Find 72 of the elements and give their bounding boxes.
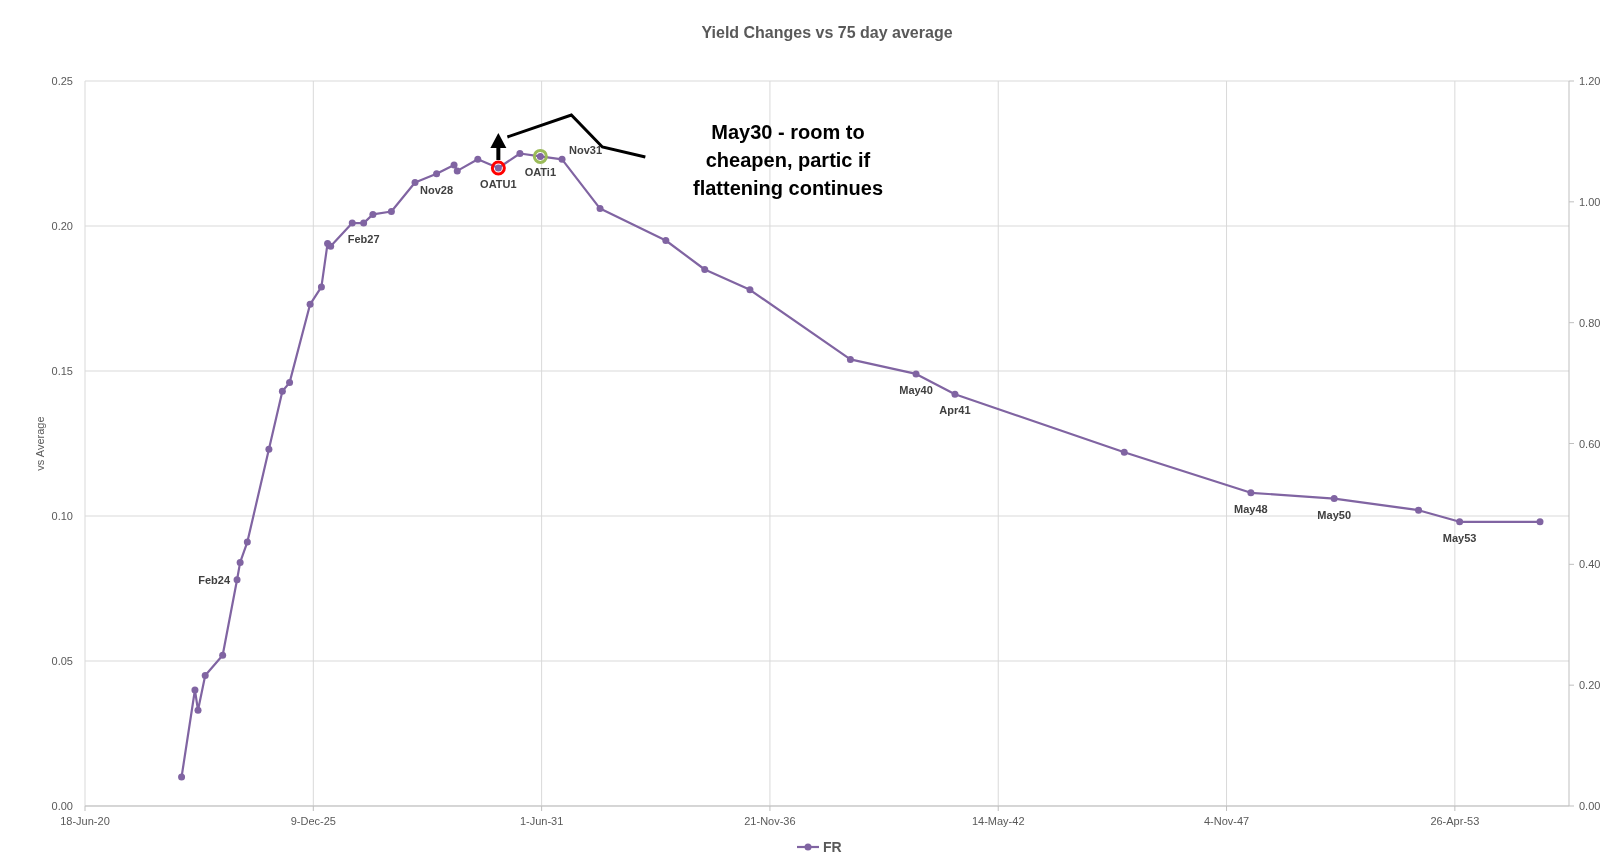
point	[317, 283, 325, 291]
point	[233, 576, 241, 584]
annotation: Apr41	[939, 404, 971, 417]
y2-tick-label: 0.80	[1579, 316, 1601, 329]
annotation: May30 - room to cheapen, partic if flattening continues	[692, 120, 884, 201]
annotation: May50	[1317, 508, 1352, 521]
point	[236, 558, 244, 566]
point	[278, 387, 286, 395]
point	[265, 445, 273, 453]
x-tick-label: 21-Nov-36	[744, 815, 796, 827]
annotation: OATi1	[524, 166, 557, 179]
y2-tick-label: 0.60	[1579, 437, 1601, 450]
point	[1247, 489, 1255, 497]
point	[1120, 448, 1128, 456]
point	[701, 266, 709, 273]
point	[194, 706, 202, 714]
point	[912, 370, 920, 378]
point	[746, 286, 754, 294]
annotation: OATU1	[480, 178, 517, 190]
point	[178, 773, 186, 781]
y-tick-label: 0.05	[51, 655, 73, 667]
point	[191, 686, 199, 694]
annotation: Nov28	[420, 183, 454, 196]
y2-tick-label: 0.20	[1579, 679, 1601, 692]
y2-tick-label: 0.40	[1579, 558, 1601, 571]
annotation: May53	[1442, 531, 1477, 544]
point	[286, 379, 294, 387]
y-tick-label: 0.25	[51, 75, 73, 87]
point	[306, 300, 314, 308]
point	[474, 155, 482, 163]
point	[369, 210, 377, 218]
chart-title: Yield Changes vs 75 day average	[701, 24, 953, 41]
point	[846, 355, 854, 363]
point	[1536, 518, 1544, 526]
annotation: May48	[1234, 502, 1268, 515]
point	[433, 170, 441, 178]
point	[360, 219, 368, 227]
x-tick-label: 26-Apr-53	[1430, 815, 1480, 827]
point	[596, 205, 604, 213]
annotation: Feb27	[347, 233, 380, 246]
point	[387, 208, 395, 215]
x-tick-label: 4-Nov-47	[1203, 815, 1250, 827]
x-tick-label: 9-Dec-25	[290, 815, 336, 827]
point	[411, 179, 419, 186]
point	[243, 538, 251, 546]
point	[516, 150, 524, 157]
y-axis-title: vs Average	[34, 416, 46, 471]
x-tick-label: 14-May-42	[971, 815, 1025, 827]
y-tick-label: 0.20	[51, 220, 73, 232]
point	[219, 651, 227, 659]
y-tick-label: 0.10	[51, 510, 73, 522]
point	[348, 219, 356, 227]
point	[201, 672, 209, 679]
y2-tick-label: 1.20	[1579, 75, 1601, 87]
point	[951, 390, 959, 398]
point	[1456, 518, 1464, 526]
point	[1330, 495, 1338, 503]
annotation: May40	[899, 383, 933, 396]
annotation: Nov31	[569, 144, 603, 157]
y-tick-label: 0.00	[51, 800, 73, 812]
y2-tick-label: 1.00	[1579, 195, 1601, 208]
point	[558, 155, 566, 163]
y2-tick-label: 0.00	[1579, 800, 1601, 812]
annotation: Feb24	[198, 573, 231, 586]
point	[662, 237, 670, 244]
x-tick-label: 1-Jun-31	[519, 815, 564, 827]
point	[1415, 506, 1423, 514]
point	[450, 161, 458, 169]
x-tick-label: 18-Jun-20	[60, 815, 110, 827]
point	[453, 167, 461, 175]
y-tick-label: 0.15	[51, 365, 73, 377]
legend-label: FR	[823, 839, 842, 855]
